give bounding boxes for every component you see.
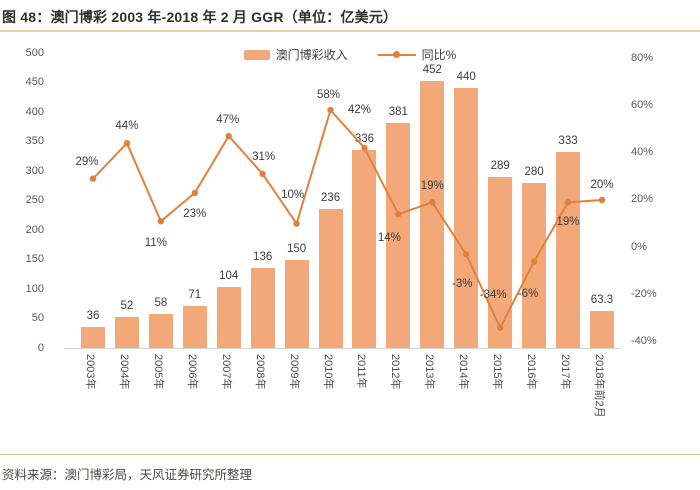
left-axis-tick-label: 350	[25, 135, 44, 147]
bar-value-label: 333	[558, 134, 578, 147]
line-value-label: 44%	[115, 120, 139, 133]
revenue-bar	[454, 88, 479, 348]
x-tick-label: 2012年	[389, 354, 402, 390]
x-tick-label: 2014年	[457, 354, 470, 390]
left-axis-tick-label: 150	[25, 253, 44, 265]
revenue-bar	[81, 326, 105, 348]
revenue-bar	[352, 149, 377, 348]
yoy-line-point	[191, 189, 198, 197]
left-axis-tick-label: 0	[37, 341, 44, 354]
line-value-label: 47%	[216, 114, 240, 127]
x-tick-label: 2003年	[84, 354, 96, 390]
x-tick-label: 2010年	[321, 354, 334, 390]
line-series-swatch	[377, 51, 416, 58]
line-value-label: -34%	[479, 288, 507, 301]
x-tick-label: 2018年前2月	[592, 354, 605, 418]
bar-value-label: 104	[219, 269, 239, 282]
line-series-marker	[392, 51, 400, 58]
line-value-label: 42%	[347, 103, 371, 116]
left-axis-tick-label: 200	[25, 223, 44, 236]
left-axis-tick-label: 50	[31, 312, 44, 324]
line-value-label: 23%	[183, 207, 207, 220]
yoy-line-point	[123, 139, 131, 147]
line-value-label: 19%	[420, 180, 444, 193]
x-tick-label: 2006年	[185, 354, 198, 390]
revenue-bar	[148, 313, 173, 348]
left-axis-tick-label: 100	[25, 282, 44, 295]
right-axis-tick-label: 0%	[631, 240, 647, 253]
line-value-label: 58%	[316, 89, 341, 102]
line-value-label: -6%	[517, 287, 539, 300]
line-value-label: -3%	[451, 278, 473, 291]
yoy-line-point	[89, 175, 97, 182]
yoy-line-point	[157, 218, 165, 225]
yoy-line-point	[259, 170, 266, 178]
x-axis-line	[64, 348, 620, 349]
x-tick-label: 2011年	[355, 354, 368, 389]
revenue-bar	[488, 177, 513, 348]
left-axis-tick-label: 400	[25, 105, 44, 118]
line-value-label: 14%	[377, 232, 401, 245]
line-value-label: 29%	[75, 155, 99, 168]
x-tick-label: 2013年	[423, 354, 436, 390]
legend-label-yoy: 同比%	[421, 48, 457, 62]
yoy-line-point	[225, 132, 232, 140]
title-divider	[0, 30, 700, 32]
line-value-label: 19%	[556, 216, 580, 229]
yoy-line-point	[598, 196, 606, 204]
legend-item-revenue: 澳门博彩收入	[243, 46, 348, 63]
right-axis-tick-label: -20%	[631, 288, 657, 301]
revenue-bar	[420, 81, 445, 348]
revenue-bar	[284, 259, 309, 348]
left-axis-tick-label: 450	[25, 76, 44, 88]
figure-title: 图 48：澳门博彩 2003 年-2018 年 2 月 GGR（单位：亿美元）	[2, 9, 398, 25]
right-axis-tick-label: -40%	[631, 335, 657, 348]
line-value-label: 20%	[590, 178, 614, 191]
source-note: 资料来源：澳门博彩局，天风证券研究所整理	[2, 468, 253, 482]
x-tick-label: 2015年	[491, 354, 504, 390]
revenue-bar	[318, 208, 343, 348]
x-tick-label: 2005年	[151, 354, 164, 390]
bar-value-label: 452	[422, 64, 442, 77]
right-axis-tick-label: 80%	[631, 51, 654, 64]
yoy-line-point	[327, 106, 334, 114]
left-axis-tick-label: 250	[25, 194, 44, 206]
x-tick-label: 2007年	[219, 354, 232, 390]
bar-value-label: 440	[456, 71, 476, 84]
x-tick-label: 2004年	[117, 354, 130, 390]
yoy-line-point	[293, 220, 300, 227]
bar-value-label: 280	[524, 165, 544, 178]
chart-plot-area: 500 450 400 350 300 250 200 150 100 50 0 80% 60% 40% 2…	[25, 46, 657, 418]
bar-value-label: 336	[354, 132, 375, 145]
line-value-label: 10%	[281, 188, 305, 201]
legend-label-revenue: 澳门博彩收入	[275, 48, 348, 62]
bar-value-label: 71	[188, 289, 202, 302]
left-axis-tick-label: 300	[25, 164, 44, 177]
left-axis-tick-label: 500	[25, 46, 44, 59]
revenue-bar	[182, 306, 207, 348]
right-axis-tick-label: 20%	[631, 193, 654, 206]
right-axis-tick-label: 60%	[631, 98, 654, 111]
revenue-bar	[216, 286, 241, 348]
x-tick-label: 2016年	[525, 354, 538, 390]
right-axis-tick-label: 40%	[631, 146, 654, 159]
bar-value-label: 150	[286, 242, 307, 255]
legend-item-yoy: 同比%	[377, 46, 457, 63]
revenue-bar	[250, 267, 275, 348]
line-value-label: 31%	[252, 150, 276, 163]
x-tick-label: 2008年	[253, 354, 266, 390]
revenue-bar	[589, 310, 614, 348]
bar-value-label: 63.3	[590, 293, 614, 306]
x-tick-label: 2009年	[287, 354, 300, 390]
line-value-label: 11%	[144, 237, 167, 250]
revenue-bar	[114, 317, 139, 348]
chart-legend: 澳门博彩收入 同比%	[0, 46, 700, 63]
footer-divider	[0, 454, 700, 455]
bar-series-swatch	[243, 49, 270, 60]
x-tick-label: 2017年	[559, 354, 572, 390]
revenue-bar	[522, 182, 547, 348]
